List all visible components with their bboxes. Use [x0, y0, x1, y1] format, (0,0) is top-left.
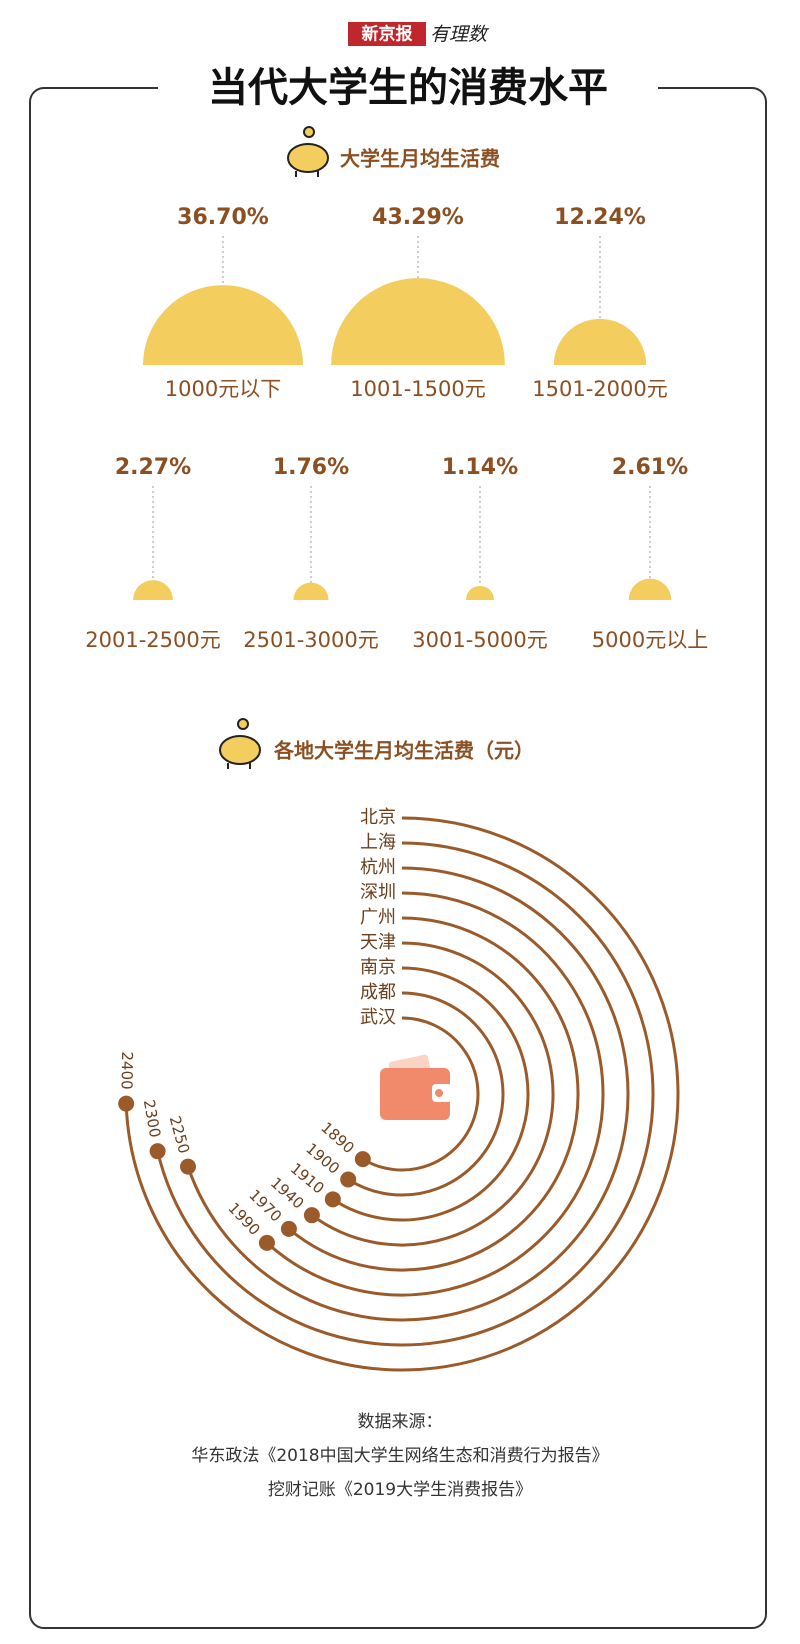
arc-bar: [265, 891, 605, 1297]
value-label: 2400: [118, 1051, 137, 1089]
end-dot: [280, 1220, 297, 1237]
piggy-icon: [219, 718, 261, 769]
arc-bar: [186, 866, 630, 1322]
column-name: 有理数: [430, 24, 490, 46]
end-dot: [179, 1158, 196, 1175]
wallet-icon: [380, 1054, 452, 1120]
value-label: 1.14%: [442, 455, 518, 480]
arc-bar: [332, 966, 530, 1222]
brand-box: [348, 22, 426, 46]
category-label: 5000元以上: [592, 628, 708, 652]
city-label: 深圳: [360, 882, 396, 903]
piggy-icon: [287, 126, 329, 177]
city-label: 上海: [360, 832, 396, 853]
semicircle: [143, 285, 303, 365]
main-title: 当代大学生的消费水平: [208, 65, 608, 111]
section-title: 大学生月均生活费: [340, 147, 500, 171]
value-label: 43.29%: [372, 205, 464, 230]
end-dot: [303, 1207, 320, 1224]
source-label: 数据来源：: [358, 1412, 443, 1432]
end-dot: [340, 1171, 357, 1188]
arc-bar: [124, 816, 680, 1372]
arc-bar: [347, 991, 505, 1197]
semicircle: [133, 580, 173, 600]
source-line: 华东政法《2018中国大学生网络生态和消费行为报告》: [191, 1446, 608, 1466]
end-dot: [354, 1151, 371, 1168]
end-dot: [258, 1234, 275, 1251]
semicircle: [465, 585, 495, 600]
arc-bar: [362, 1016, 480, 1172]
value-label: 2300: [140, 1098, 164, 1139]
category-label: 1501-2000元: [532, 377, 667, 401]
category-label: 3001-5000元: [412, 628, 547, 652]
section-title: 各地大学生月均生活费（元）: [273, 739, 534, 763]
value-label: 2.61%: [612, 455, 688, 480]
end-dot: [118, 1095, 135, 1112]
semicircle: [553, 318, 647, 365]
category-label: 1001-1500元: [350, 377, 485, 401]
value-label: 12.24%: [554, 205, 646, 230]
brand: 新京报: [362, 24, 413, 45]
end-dot: [149, 1143, 166, 1160]
semicircle: [331, 278, 505, 365]
city-label: 北京: [360, 807, 396, 828]
end-dot: [324, 1191, 341, 1208]
value-label: 1.76%: [273, 455, 349, 480]
value-label: 2250: [166, 1114, 193, 1156]
semicircle: [628, 578, 672, 600]
city-label: 武汉: [360, 1007, 396, 1028]
value-label: 36.70%: [177, 205, 269, 230]
arc-bar: [311, 941, 555, 1247]
category-label: 1000元以下: [165, 377, 281, 401]
category-label: 2001-2500元: [85, 628, 220, 652]
city-label: 成都: [360, 982, 396, 1003]
category-label: 2501-3000元: [243, 628, 378, 652]
city-label: 南京: [360, 957, 396, 978]
arc-bar: [156, 841, 655, 1347]
title-gap: [158, 70, 658, 110]
city-label: 天津: [360, 932, 396, 953]
semicircle: [293, 582, 329, 600]
arc-bar: [287, 916, 580, 1272]
source-line: 挖财记账《2019大学生消费报告》: [268, 1480, 532, 1500]
city-label: 杭州: [360, 857, 396, 878]
value-label: 2.27%: [115, 455, 191, 480]
city-label: 广州: [360, 907, 396, 928]
